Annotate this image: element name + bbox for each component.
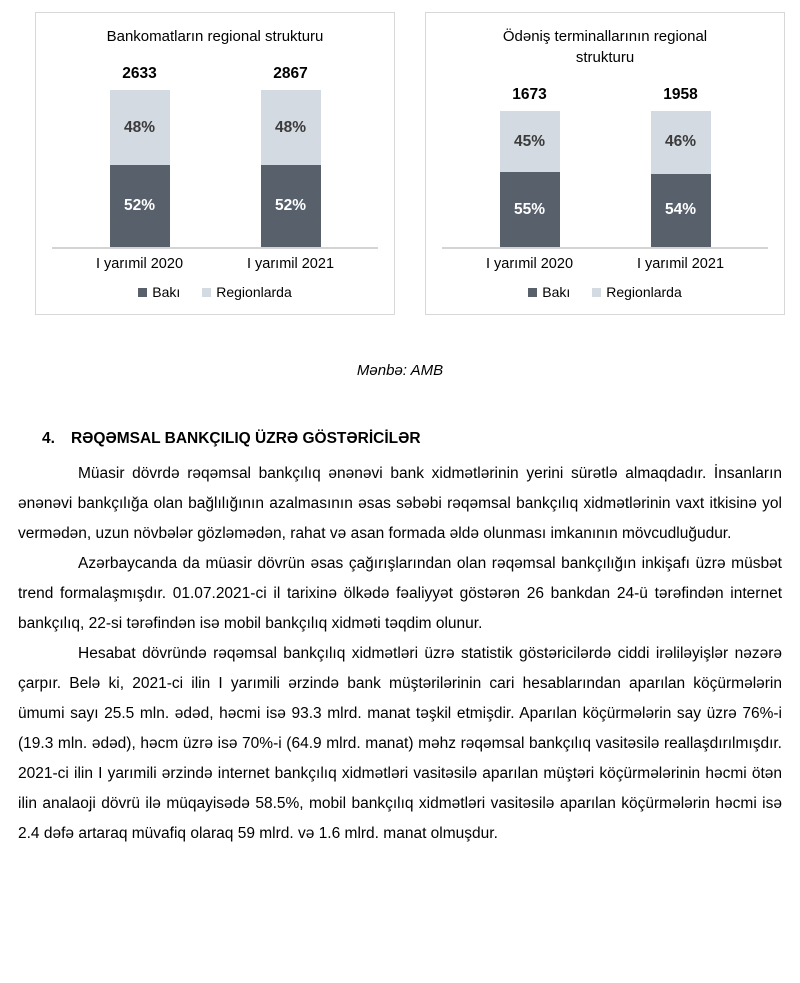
categories-row: I yarımil 2020 I yarımil 2021 [436, 256, 774, 272]
chart-title: Bankomatların regional strukturu [106, 28, 324, 45]
category-label: I yarımil 2021 [246, 256, 335, 272]
legend-label: Regionlarda [216, 284, 292, 300]
chart-title: Ödəniş terminallarının regional struktur… [502, 28, 708, 66]
legend-label: Bakı [542, 284, 571, 300]
bar-total-label: 1958 [663, 86, 698, 103]
bar-segment: 52% [109, 165, 170, 247]
legend-label: Regionlarda [606, 284, 682, 300]
payment-terminals-regional-structure-chart: Ödəniş terminallarının regional struktur… [425, 12, 785, 315]
legend-marker-icon [202, 287, 212, 297]
bar-column: 2867 48% 52% [215, 65, 366, 247]
legend-marker-icon [528, 287, 538, 297]
legend: Bakı Regionlarda [46, 284, 384, 300]
bar-segment: 48% [109, 90, 170, 166]
stacked-bar: 46% 54% [650, 111, 711, 247]
category-label: I yarımil 2020 [95, 256, 184, 272]
bar-segment: 55% [499, 172, 560, 247]
stacked-bar: 45% 55% [499, 111, 560, 247]
section-number: 4. [42, 430, 55, 447]
x-axis-line [442, 247, 768, 249]
legend-item: Regionlarda [202, 284, 292, 300]
bars-row: 1673 45% 55% 1958 46% 54% [436, 86, 774, 247]
bar-column: 1958 46% 54% [605, 86, 756, 247]
legend-label: Bakı [152, 284, 181, 300]
bar-total-label: 2633 [122, 65, 157, 82]
legend-marker-icon [592, 287, 602, 297]
section-title: RƏQƏMSAL BANKÇILIQ ÜZRƏ GÖSTƏRİCİLƏR [70, 430, 421, 447]
source-note: Mənbə: AMB [356, 362, 444, 379]
bar-column: 2633 48% 52% [64, 65, 215, 247]
bar-total-label: 2867 [273, 65, 308, 82]
category-label: I yarımil 2021 [636, 256, 725, 272]
bar-segment: 45% [499, 111, 560, 173]
body-text: Müasir dövrdə rəqəmsal bankçılıq ənənəvi… [0, 459, 800, 849]
bar-total-label: 1673 [512, 86, 547, 103]
paragraph: Hesabat dövründə rəqəmsal bankçılıq xidm… [18, 645, 782, 842]
categories-row: I yarımil 2020 I yarımil 2021 [46, 256, 384, 272]
bar-column: 1673 45% 55% [454, 86, 605, 247]
legend-item: Bakı [528, 284, 570, 300]
atm-regional-structure-chart: Bankomatların regional strukturu 2633 48%… [35, 12, 395, 315]
stacked-bar: 48% 52% [109, 90, 170, 247]
section-heading: 4. RƏQƏMSAL BANKÇILIQ ÜZRƏ GÖSTƏRİCİLƏR [42, 430, 782, 448]
bar-segment: 48% [260, 90, 321, 166]
bar-segment: 46% [650, 111, 711, 174]
legend-item: Regionlarda [592, 284, 682, 300]
bar-segment: 52% [260, 165, 321, 247]
x-axis-line [52, 247, 378, 249]
bars-row: 2633 48% 52% 2867 48% 52% [46, 65, 384, 247]
legend: Bakı Regionlarda [436, 284, 774, 300]
stacked-bar: 48% 52% [260, 90, 321, 247]
paragraph: Müasir dövrdə rəqəmsal bankçılıq ənənəvi… [18, 465, 782, 542]
charts-row: Bankomatların regional strukturu 2633 48%… [0, 0, 800, 315]
paragraph: Azərbaycanda da müasir dövrün əsas çağır… [18, 555, 782, 632]
legend-item: Bakı [138, 284, 180, 300]
bar-segment: 54% [650, 173, 711, 247]
legend-marker-icon [138, 287, 148, 297]
category-label: I yarımil 2020 [485, 256, 574, 272]
